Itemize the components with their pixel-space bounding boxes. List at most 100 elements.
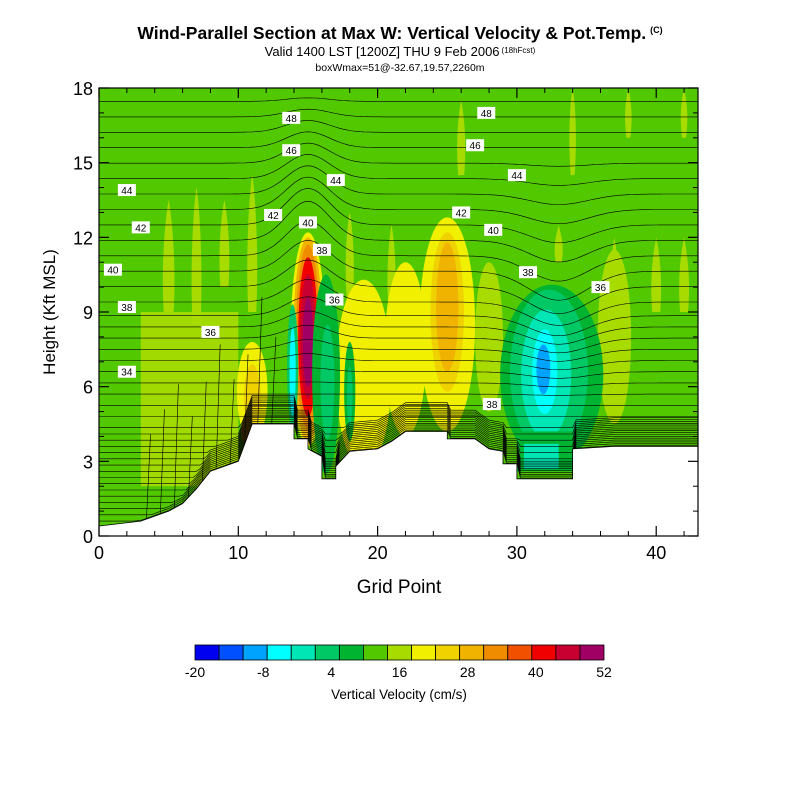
theta-line — [99, 310, 698, 345]
theta-line — [99, 393, 698, 396]
theta-label-text: 38 — [316, 246, 328, 257]
theta-line — [146, 433, 151, 522]
theta-label: 44 — [326, 174, 345, 187]
colorbar-swatch — [531, 644, 557, 661]
theta-line — [99, 419, 698, 509]
theta-line — [99, 400, 698, 447]
colorbar-swatch — [507, 644, 533, 661]
theta-line — [99, 395, 698, 428]
theta-label-bg — [117, 301, 136, 314]
theta-label-bg — [466, 139, 485, 152]
theta-line — [99, 421, 698, 516]
theta-line — [99, 423, 698, 522]
y-tick-label: 6 — [83, 378, 93, 398]
theta-line — [99, 402, 698, 453]
velocity-cell — [597, 249, 632, 424]
colorbar-swatch — [338, 644, 364, 661]
theta-label: 38 — [312, 243, 331, 257]
theta-line — [99, 396, 698, 435]
colorbar-swatch — [555, 644, 581, 661]
theta-label-bg — [482, 398, 501, 411]
theta-label-bg — [519, 266, 538, 279]
theta-label-bg — [452, 206, 471, 219]
colorbar-label: Vertical Velocity (cm/s) — [331, 687, 467, 702]
theta-label-bg — [312, 243, 331, 256]
x-tick-label: 30 — [507, 543, 527, 563]
colorbar-swatch — [483, 644, 509, 661]
theta-line — [271, 336, 277, 425]
theta-line — [173, 384, 179, 512]
theta-label-text: 46 — [470, 141, 482, 152]
colorbar-swatch — [579, 644, 605, 661]
velocity-streak — [554, 224, 563, 263]
theta-line — [99, 404, 698, 460]
theta-label-text: 34 — [121, 368, 133, 379]
colorbar-swatch — [363, 644, 388, 661]
y-tick-label: 3 — [83, 452, 93, 472]
y-tick-label: 0 — [83, 527, 93, 547]
velocity-streak — [625, 88, 632, 138]
theta-label-text: 40 — [302, 218, 314, 229]
velocity-cell — [475, 262, 503, 412]
theta-label: 40 — [103, 263, 122, 277]
theta-label-bg — [103, 263, 122, 276]
theta-line — [99, 415, 698, 497]
theta-line — [99, 142, 698, 167]
chart-subtitle: Valid 1400 LST [1200Z] THU 9 Feb 2006 (18… — [0, 44, 800, 59]
colorbar-swatch — [387, 644, 412, 661]
theta-label-bg — [282, 111, 301, 124]
velocity-streak — [680, 88, 688, 138]
theta-label: 40 — [484, 223, 503, 237]
x-tick-label: 40 — [646, 543, 666, 563]
velocity-streak — [247, 175, 258, 312]
x-tick-label: 20 — [368, 543, 388, 563]
theta-line — [99, 165, 698, 205]
y-tick-label: 9 — [83, 303, 93, 323]
box-max-info: boxWmax=51@-32.67,19.57,2260m — [315, 62, 485, 74]
colorbar-tick-label: -20 — [185, 664, 205, 680]
theta-line — [99, 367, 698, 379]
x-axis-label: Grid Point — [357, 577, 442, 598]
theta-label: 42 — [264, 208, 283, 222]
colorbar-tick-label: -8 — [257, 664, 270, 680]
theta-label-text: 44 — [121, 186, 133, 197]
theta-line — [99, 220, 698, 282]
theta-label-bg — [282, 144, 301, 157]
colorbar-swatch — [242, 644, 268, 661]
velocity-streak — [457, 100, 466, 176]
theta-line — [99, 417, 698, 503]
theta-line — [99, 406, 698, 466]
theta-label-bg — [131, 221, 150, 234]
theta-line — [99, 279, 698, 326]
theta-line — [99, 411, 698, 484]
velocity-cell — [436, 242, 459, 372]
theta-label-bg — [326, 174, 345, 187]
theta-label: 36 — [201, 325, 220, 339]
theta-label-bg — [477, 106, 496, 119]
theta-label-text: 38 — [121, 303, 133, 314]
velocity-cell — [335, 279, 392, 469]
theta-contours — [99, 97, 698, 522]
theta-label: 40 — [298, 216, 317, 229]
theta-label-text: 48 — [286, 114, 298, 125]
theta-label: 38 — [117, 301, 136, 314]
y-axis-label: Height (Kft MSL) — [40, 249, 59, 375]
colorbar: -20 -8 4 16 28 40 52 — [185, 644, 612, 680]
theta-label: 34 — [117, 365, 136, 379]
theta-line — [99, 381, 698, 388]
downdraft-contour — [536, 344, 551, 395]
colorbar-tick-label: 52 — [596, 664, 612, 680]
theta-line — [99, 176, 698, 225]
theta-label: 36 — [591, 281, 610, 294]
theta-label: 42 — [131, 221, 150, 234]
x-tick-label: 10 — [228, 543, 248, 563]
theta-label-text: 40 — [107, 266, 119, 277]
theta-line — [99, 398, 698, 441]
theta-label: 36 — [325, 293, 344, 307]
theta-label-text: 44 — [330, 176, 342, 187]
colorbar-swatch — [218, 644, 244, 661]
theta-line — [159, 409, 165, 517]
colorbar-tick-label: 16 — [392, 664, 408, 680]
theta-label: 46 — [282, 144, 301, 157]
theta-label-text: 38 — [522, 268, 534, 279]
